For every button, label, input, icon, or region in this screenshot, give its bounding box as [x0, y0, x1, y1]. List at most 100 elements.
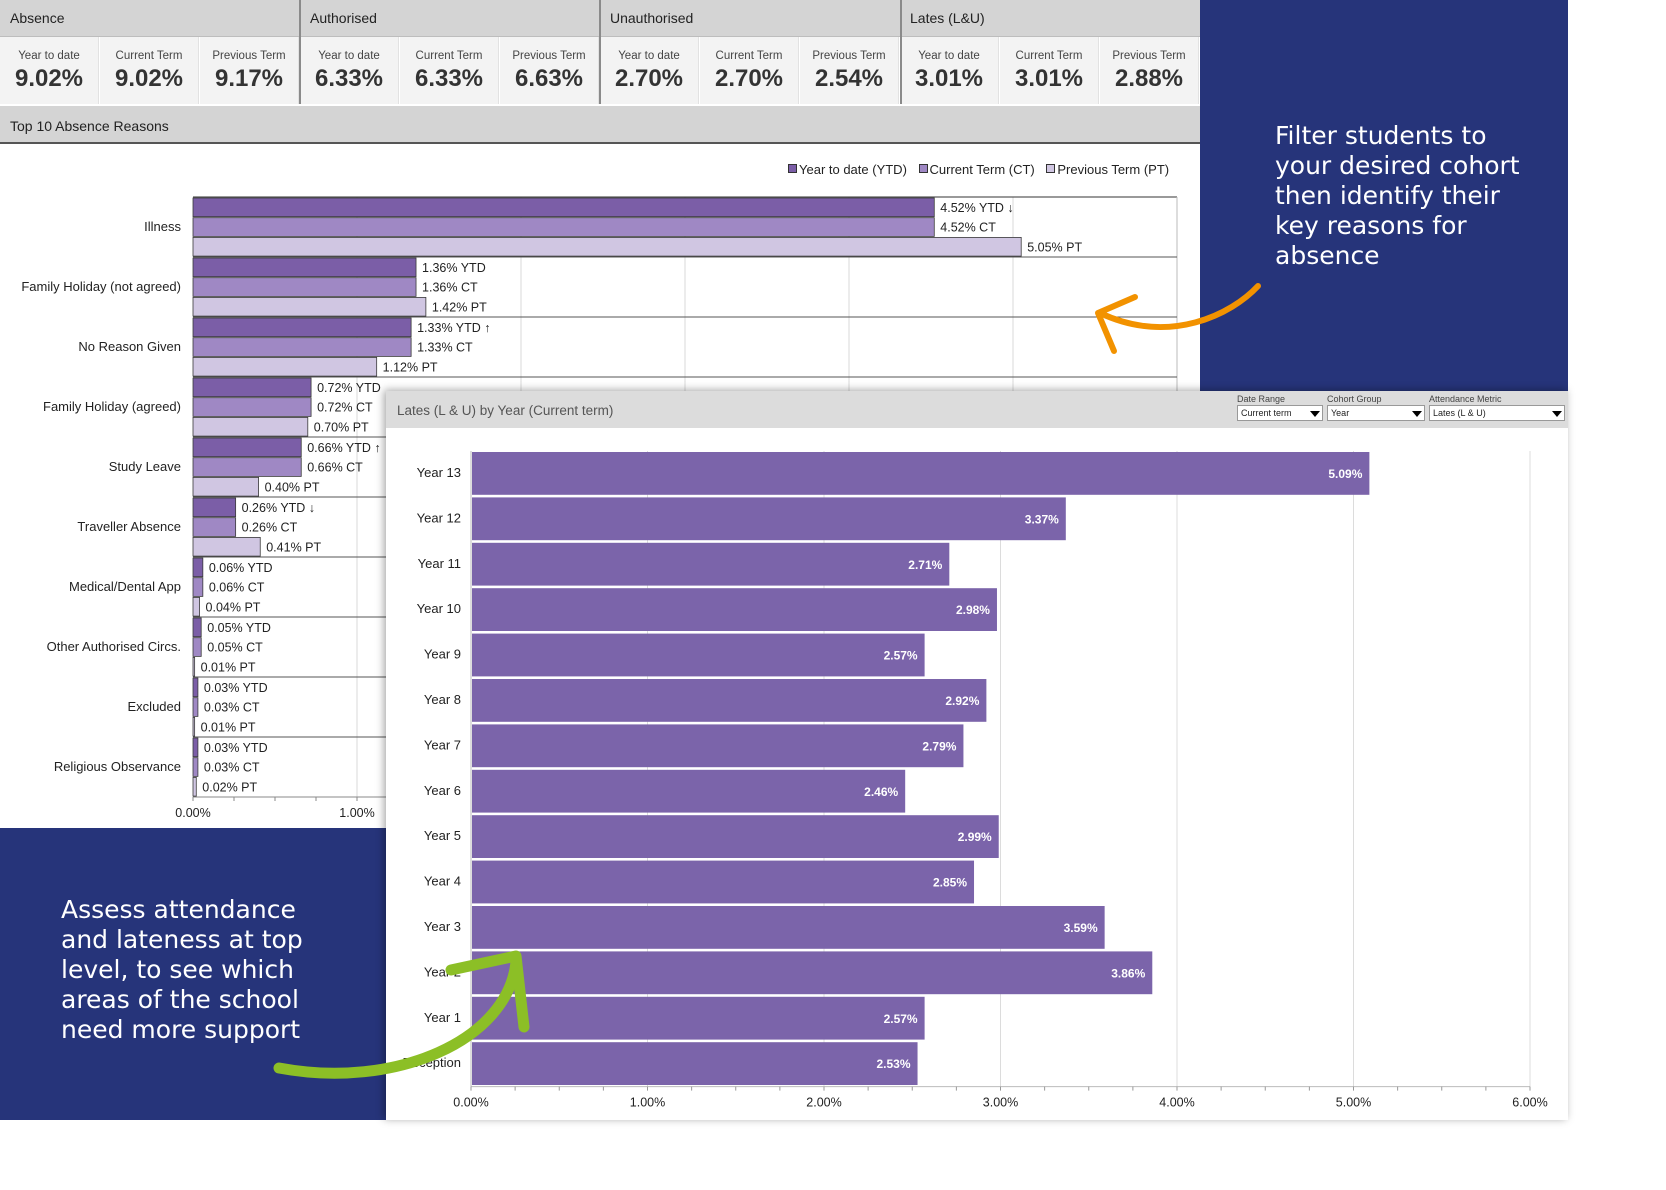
category-label: Year 10: [417, 601, 461, 616]
group-divider: [299, 0, 301, 104]
metric-tile[interactable]: Current Term 6.33%: [400, 37, 499, 104]
metric-label: Current Term: [1015, 50, 1083, 62]
lates-bar: [472, 633, 925, 677]
filter-label: Date Range: [1237, 394, 1286, 404]
filter-label: Attendance Metric: [1429, 394, 1502, 404]
data-label: 0.01% PT: [201, 720, 256, 734]
metric-tile[interactable]: Current Term 2.70%: [700, 37, 799, 104]
attendance-metric-select[interactable]: Lates (L & U): [1429, 405, 1565, 421]
bar-ytd: [192, 437, 302, 458]
data-label: 1.12% PT: [383, 360, 438, 374]
lates-bar-chart: Year 13 5.09% Year 12 3.37% Year 11 2.71% Year…: [402, 451, 1548, 1110]
data-label: 1.36% CT: [422, 281, 478, 295]
metric-value: 3.01%: [914, 65, 984, 92]
data-label: 2.57%: [884, 649, 918, 663]
lates-bar: [472, 497, 1066, 541]
category-label: Medical/Dental App: [69, 579, 181, 594]
summary-group-lates: Lates (L&U) Year to date 3.01% Current Te…: [900, 0, 1200, 104]
bar-ytd: [192, 197, 935, 218]
chevron-down-icon[interactable]: [1552, 411, 1562, 417]
lates-bar: [472, 996, 925, 1040]
metric-label: Year to date: [18, 50, 80, 62]
bar-ytd: [192, 557, 204, 578]
bar-ct: [192, 637, 202, 657]
lates-bar: [472, 769, 906, 813]
x-tick-label: 2.00%: [806, 1096, 841, 1110]
bar-pt: [192, 476, 259, 497]
metric-tile[interactable]: Previous Term 2.54%: [800, 37, 899, 104]
metric-tile[interactable]: Year to date 3.01%: [900, 37, 999, 104]
category-label: Year 4: [424, 874, 461, 889]
metric-label: Current Term: [415, 50, 483, 62]
data-label: 5.05% PT: [1027, 240, 1082, 254]
callout-assess-text: Assess attendance and lateness at top le…: [61, 895, 303, 1044]
lates-bar: [472, 815, 999, 858]
group-title: Lates (L&U): [900, 0, 1200, 37]
data-label: 0.40% PT: [265, 480, 320, 494]
metric-tile[interactable]: Previous Term 6.63%: [500, 37, 599, 104]
legend-item-ytd[interactable]: Year to date (YTD): [788, 162, 907, 177]
lates-chart-title: Lates (L & U) by Year (Current term): [397, 403, 614, 418]
data-label: 2.92%: [945, 694, 979, 708]
lates-bar: [472, 724, 964, 768]
summary-group-absence: Absence Year to date 9.02% Current Term 9.…: [0, 0, 300, 104]
bar-ytd: [192, 257, 417, 278]
bar-ct: [192, 457, 302, 477]
summary-group-authorised: Authorised Year to date 6.33% Current Ter…: [300, 0, 600, 104]
legend-item-pt[interactable]: Previous Term (PT): [1046, 162, 1169, 177]
chevron-down-icon[interactable]: [1310, 411, 1320, 417]
category-label: Family Holiday (agreed): [43, 399, 181, 414]
metric-tile[interactable]: Current Term 9.02%: [100, 37, 199, 104]
bar-ytd: [192, 377, 312, 398]
data-label: 0.41% PT: [266, 540, 321, 554]
bar-ytd: [192, 737, 199, 758]
metric-tile[interactable]: Year to date 9.02%: [0, 37, 99, 104]
bar-ct: [192, 517, 237, 537]
filter-label: Cohort Group: [1327, 394, 1382, 404]
lates-bar: [472, 1042, 918, 1085]
reasons-chart-title: Top 10 Absence Reasons: [0, 106, 1200, 144]
data-label: 0.26% CT: [242, 521, 298, 535]
lates-bar: [472, 679, 987, 722]
summary-group-unauthorised: Unauthorised Year to date 2.70% Current T…: [600, 0, 900, 104]
data-label: 0.66% CT: [307, 461, 363, 475]
metric-tile[interactable]: Previous Term 2.88%: [1100, 37, 1199, 104]
metric-tile[interactable]: Year to date 6.33%: [300, 37, 399, 104]
group-title: Authorised: [300, 0, 600, 37]
chevron-down-icon[interactable]: [1412, 411, 1422, 417]
data-label: 3.59%: [1064, 921, 1098, 935]
metric-value: 2.54%: [814, 65, 884, 92]
callout-filter-text: Filter students to your desired cohort t…: [1275, 121, 1520, 270]
filter-value: Year: [1331, 408, 1350, 418]
lates-bar: [472, 860, 975, 904]
bar-pt: [192, 717, 196, 737]
data-label: 0.70% PT: [314, 420, 369, 434]
data-label: 0.06% YTD: [209, 561, 273, 575]
data-label: 0.03% YTD: [204, 681, 268, 695]
metric-tile[interactable]: Year to date 2.70%: [600, 37, 699, 104]
metric-tile[interactable]: Previous Term 9.17%: [200, 37, 299, 104]
category-label: Traveller Absence: [77, 519, 181, 534]
category-label: Family Holiday (not agreed): [21, 279, 181, 294]
data-label: 5.09%: [1328, 467, 1362, 481]
category-label: Year 7: [424, 737, 461, 752]
legend-item-ct[interactable]: Current Term (CT): [918, 162, 1035, 177]
data-label: 2.53%: [877, 1057, 911, 1071]
metric-tile[interactable]: Current Term 3.01%: [1000, 37, 1099, 104]
bar-pt: [192, 596, 200, 617]
metric-label: Year to date: [318, 50, 380, 62]
date-range-select[interactable]: Current term: [1237, 405, 1323, 421]
bar-pt: [192, 296, 427, 317]
metric-value: 2.88%: [1114, 65, 1184, 92]
metric-value: 2.70%: [714, 65, 784, 92]
lates-bar: [472, 906, 1105, 949]
cohort-group-select[interactable]: Year: [1327, 405, 1425, 421]
bar-ytd: [192, 617, 202, 638]
metric-value: 6.33%: [414, 65, 484, 92]
bar-ytd: [192, 677, 199, 698]
cohort-group-filter: Cohort Group Year: [1327, 394, 1425, 421]
metric-value: 3.01%: [1014, 65, 1084, 92]
x-tick-label: 5.00%: [1336, 1096, 1371, 1110]
x-tick-label: 1.00%: [630, 1096, 665, 1110]
category-label: Religious Observance: [54, 759, 181, 774]
